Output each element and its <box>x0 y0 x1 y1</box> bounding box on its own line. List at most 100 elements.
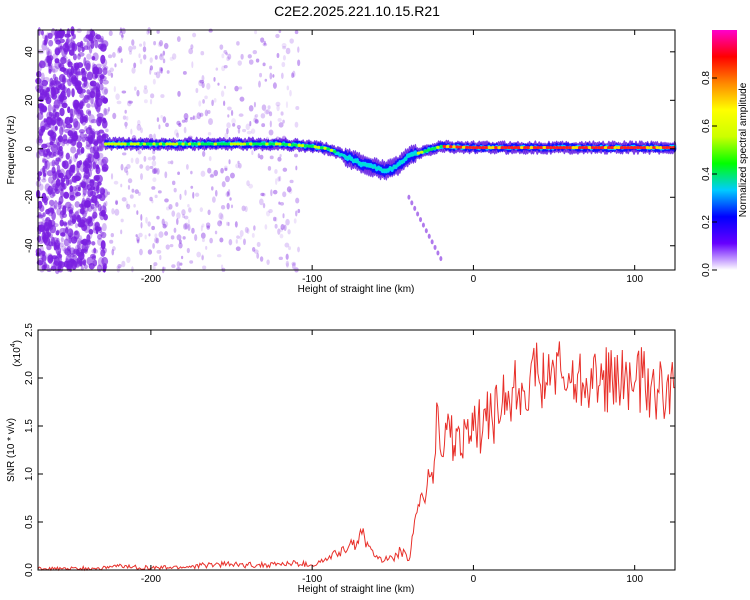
noise-blob <box>156 215 160 220</box>
noise-blob <box>78 129 86 134</box>
ridge-core <box>420 150 424 154</box>
noise-blob <box>171 264 176 269</box>
noise-blob <box>187 204 190 208</box>
noise-blob <box>116 100 122 105</box>
ridge-core <box>207 142 211 146</box>
noise-blob <box>107 191 110 196</box>
noise-blob <box>200 51 205 56</box>
noise-blob <box>61 181 65 188</box>
noise-blob <box>49 224 57 234</box>
noise-blob <box>201 238 205 243</box>
noise-blob <box>143 85 148 90</box>
noise-blob <box>90 196 95 203</box>
ridge-core <box>397 162 402 166</box>
noise-blob <box>76 141 83 149</box>
noise-blob <box>184 222 189 230</box>
noise-blob <box>289 38 294 44</box>
noise-blob <box>120 58 123 64</box>
noise-blob <box>48 56 54 62</box>
noise-blob <box>191 61 194 69</box>
ridge-core <box>339 153 343 157</box>
ridge-core <box>316 145 321 149</box>
noise-blob <box>278 122 284 128</box>
noise-blob <box>275 178 278 186</box>
noise-blob <box>71 175 78 183</box>
noise-blob <box>151 186 156 190</box>
ridge-core <box>139 142 144 146</box>
noise-blob <box>102 79 109 85</box>
noise-blob <box>206 82 211 90</box>
noise-blob <box>148 233 151 237</box>
noise-blob <box>295 165 298 171</box>
noise-blob <box>223 64 228 69</box>
noise-blob <box>39 60 44 68</box>
noise-blob <box>253 249 259 254</box>
noise-blob <box>294 121 299 128</box>
ridge-core <box>145 142 150 146</box>
ridge-core <box>619 145 624 150</box>
noise-blob <box>100 54 106 64</box>
noise-blob <box>54 125 58 131</box>
ridge-core <box>149 142 153 146</box>
noise-blob <box>46 50 52 58</box>
noise-blob <box>77 186 81 192</box>
noise-blob <box>59 107 65 117</box>
noise-blob <box>79 235 83 245</box>
noise-blob <box>91 241 96 246</box>
noise-blob <box>90 179 96 184</box>
noise-blob <box>60 236 64 243</box>
noise-blob <box>236 41 240 46</box>
noise-blob <box>57 265 64 273</box>
ridge-core <box>265 142 269 146</box>
ridge-core <box>132 142 137 146</box>
streak-blob <box>433 244 437 250</box>
ridge-core <box>639 145 643 150</box>
noise-blob <box>62 78 69 83</box>
ridge-core <box>329 148 334 152</box>
noise-blob <box>76 147 81 155</box>
noise-blob <box>128 45 133 52</box>
noise-blob <box>175 202 179 207</box>
noise-blob <box>207 209 211 216</box>
noise-blob <box>253 101 256 108</box>
noise-blob <box>144 234 147 240</box>
ridge-core <box>487 145 492 150</box>
noise-blob <box>160 94 165 98</box>
noise-blob <box>230 204 234 209</box>
ridge-core <box>416 151 421 155</box>
noise-blob <box>229 197 232 201</box>
noise-blob <box>137 191 141 196</box>
noise-blob <box>295 106 300 110</box>
ridge-core <box>310 144 314 148</box>
noise-blob <box>152 242 155 249</box>
noise-blob <box>65 123 73 129</box>
noise-blob <box>145 216 148 224</box>
noise-blob <box>286 85 290 91</box>
noise-blob <box>274 223 278 229</box>
spectrogram-y-tick-label: 0 <box>24 146 35 152</box>
noise-blob <box>47 130 54 137</box>
ridge-core <box>220 142 224 146</box>
noise-blob <box>221 53 225 59</box>
noise-blob <box>213 169 219 177</box>
noise-blob <box>269 155 274 160</box>
noise-blob <box>37 138 44 144</box>
ridge-core <box>197 142 202 146</box>
noise-blob <box>55 160 60 167</box>
noise-blob <box>165 244 170 250</box>
ridge-core <box>323 146 327 150</box>
noise-blob <box>207 131 212 136</box>
noise-blob <box>136 236 140 242</box>
noise-blob <box>66 68 73 78</box>
noise-blob <box>157 190 162 194</box>
noise-blob <box>139 58 143 65</box>
noise-blob <box>277 176 281 182</box>
noise-blob <box>246 180 250 187</box>
ridge-core <box>536 145 540 150</box>
noise-blob <box>261 192 266 197</box>
noise-blob <box>254 120 259 125</box>
ridge-core <box>616 145 621 150</box>
colorbar-gradient <box>712 30 737 270</box>
noise-blob <box>226 128 229 135</box>
noise-blob <box>82 166 90 173</box>
